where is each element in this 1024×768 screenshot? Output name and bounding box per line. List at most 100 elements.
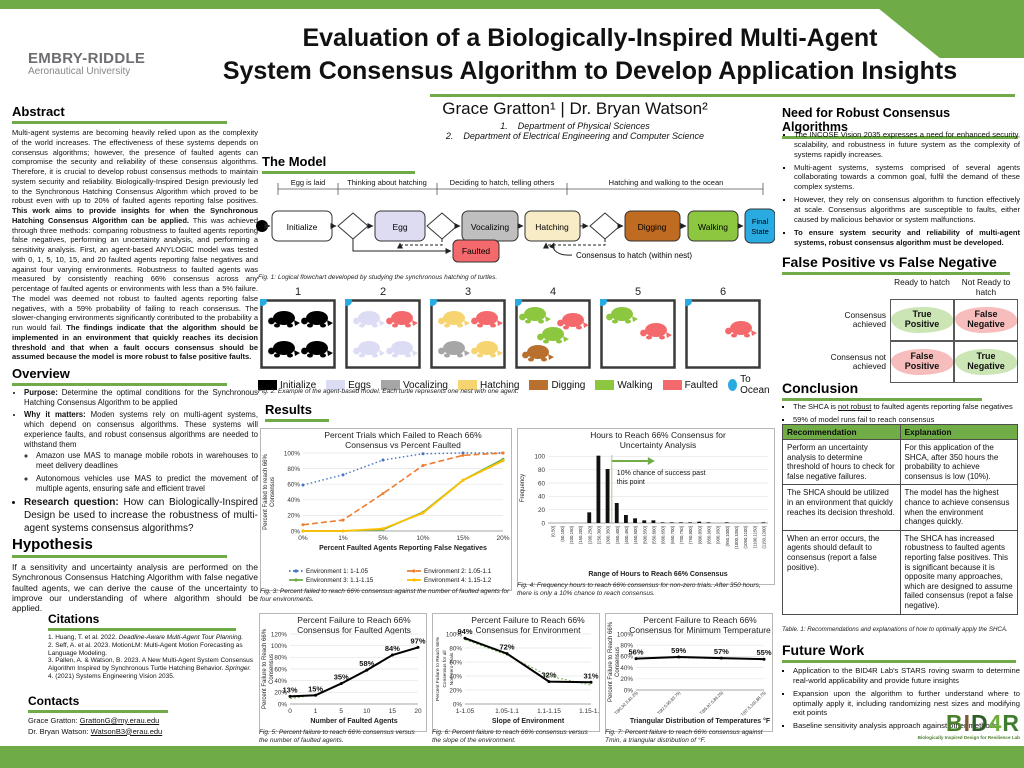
state-egg: Egg	[392, 222, 407, 232]
fpfn-matrix: Ready to hatch Not Ready to hatch Consen…	[810, 277, 1018, 384]
fpfn-cell-tp: True Positive	[890, 299, 954, 342]
overview-bullet: Why it matters: Moden systems rely on mu…	[24, 410, 258, 493]
svg-text:Percent Trials which Failed to: Percent Trials which Failed to Reach 66%	[324, 430, 482, 440]
svg-text:(450,500]: (450,500]	[633, 526, 638, 544]
model-heading: The Model	[262, 154, 415, 174]
fig2-legend-item: Walking	[595, 380, 653, 391]
svg-text:55%: 55%	[756, 648, 771, 657]
svg-text:Consensus vs Percent Faulted: Consensus vs Percent Faulted	[345, 440, 461, 450]
fig6-caption: Fig. 6: Percent failure to reach 66% con…	[432, 729, 588, 745]
contacts-block: Grace Gratton: GrattonG@my.erau.edu Dr. …	[28, 716, 258, 737]
results-heading: Results	[265, 402, 329, 422]
need-bullet: The INCOSE Vision 2035 expresses a need …	[794, 130, 1020, 160]
conclusion-bullet: The SHCA is not robust to faulted agents…	[793, 402, 1020, 412]
table-header-explanation: Explanation	[899, 424, 1018, 440]
fig2-caption: Fig. 2: Example of the agent-based model…	[258, 388, 519, 395]
svg-text:(400,450]: (400,450]	[624, 526, 629, 544]
svg-text:Range of Hours to Reach 66% Co: Range of Hours to Reach 66% Consensus	[588, 571, 727, 578]
bid4r-logo: BID4R Biologically Inspired Design for R…	[880, 712, 1020, 741]
svg-text:Consensus for Faulted Agents: Consensus for Faulted Agents	[297, 625, 411, 635]
fig3-caption: Fig. 3: Percent failed to reach 66% cons…	[260, 588, 510, 604]
svg-text:(650,700]: (650,700]	[670, 526, 675, 544]
svg-text:Triangular Distribution of Tem: Triangular Distribution of Temperatures …	[630, 717, 771, 725]
abstract-body: Multi-agent systems are becoming heavily…	[12, 128, 258, 362]
future-bullet: Application to the BID4R Lab's STARS rov…	[793, 666, 1020, 686]
svg-text:0%: 0%	[624, 687, 634, 694]
conclusion-bullet: 59% of model runs fail to reach consensu…	[793, 415, 1020, 425]
phase-label: Deciding to hatch, telling others	[450, 178, 555, 187]
svg-text:57%: 57%	[714, 647, 729, 656]
svg-text:40%: 40%	[449, 673, 462, 680]
svg-text:84%: 84%	[385, 644, 400, 653]
svg-text:97%: 97%	[410, 636, 425, 645]
svg-text:5%: 5%	[378, 535, 388, 542]
svg-text:1.1-1.15: 1.1-1.15	[537, 708, 561, 715]
svg-text:0: 0	[288, 708, 292, 715]
svg-text:0%: 0%	[278, 701, 288, 708]
svg-text:Number of Faulted Agents: Number of Faulted Agents	[310, 718, 397, 725]
fpfn-heading: False Positive vs False Negative	[782, 254, 1010, 275]
fig2-legend-item: Faulted	[662, 380, 718, 391]
university-logo-name: EMBRY-RIDDLE	[28, 50, 146, 67]
svg-text:this point: this point	[617, 479, 645, 486]
future-body: Application to the BID4R Lab's STARS rov…	[782, 666, 1020, 734]
fig2-legend-item: Eggs	[326, 380, 371, 391]
svg-text:20%: 20%	[496, 535, 509, 542]
contacts-heading: Contacts	[28, 694, 168, 713]
svg-text:80%: 80%	[274, 655, 287, 662]
phase-label: Thinking about hatching	[347, 178, 427, 187]
fig2-legend: Initialize Eggs Vocalizing Hatching Digging W…	[258, 374, 773, 396]
svg-text:Percent Failure to Reach 66%: Percent Failure to Reach 66%	[643, 615, 757, 625]
citation: 3. Pallen, A. & Watson, B. 2023. A New M…	[48, 657, 253, 673]
overview-body: Purpose: Determine the optimal condition…	[12, 388, 258, 538]
svg-text:5: 5	[339, 708, 343, 715]
conclusion-heading: Conclusion	[782, 380, 982, 401]
email-link-watson[interactable]: WatsonB3@erau.edu	[90, 726, 163, 736]
svg-text:(350,400]: (350,400]	[615, 526, 620, 544]
fig2-panel: 6	[682, 286, 761, 374]
overview-heading: Overview	[12, 366, 227, 386]
email-link-gratton[interactable]: GrattonG@my.erau.edu	[79, 716, 160, 725]
affiliation-1: 1. Department of Physical Sciences	[500, 121, 650, 131]
svg-text:(0,50]: (0,50]	[551, 526, 556, 537]
svg-text:Consensus: Consensus	[270, 477, 276, 507]
fig4-chart: Hours to Reach 66% Consensus for Uncertai…	[517, 428, 775, 585]
svg-text:Percent Failure to Reach 66%: Percent Failure to Reach 66%	[262, 628, 268, 709]
hypothesis-body: If a sensitivity and uncertainty analysi…	[12, 562, 258, 614]
svg-text:Frequency: Frequency	[520, 474, 526, 502]
svg-text:Percent Failure to Reach 66%: Percent Failure to Reach 66%	[608, 621, 614, 702]
svg-text:31%: 31%	[583, 671, 598, 680]
overview-bullet: Purpose: Determine the optimal condition…	[24, 388, 258, 407]
abstract-b1: This work aims to provide insights for w…	[12, 206, 258, 225]
svg-text:Environment 3: 1.1-1.15: Environment 3: 1.1-1.15	[306, 577, 374, 584]
fig5-chart: Percent Failure to Reach 66% Consensus fo…	[259, 613, 427, 732]
citation: 2. Seff, A. et al. 2023. MotionLM: Multi…	[48, 641, 243, 657]
svg-text:80%: 80%	[620, 643, 633, 650]
svg-text:60%: 60%	[449, 659, 462, 666]
table-header-recommendation: Recommendation	[782, 424, 901, 440]
fig3-chart: Percent Trials which Failed to Reach 66%…	[260, 428, 512, 591]
fpfn-col-header: Ready to hatch	[894, 277, 950, 287]
svg-text:20%: 20%	[620, 676, 633, 683]
svg-text:(700,750]: (700,750]	[679, 526, 684, 544]
need-heading: Need for Robust Consensus Algorithms	[782, 106, 1018, 139]
svg-text:20%: 20%	[274, 690, 287, 697]
fig2-legend-item: Digging	[529, 380, 585, 391]
svg-text:20%: 20%	[449, 687, 462, 694]
contact-line: Dr. Bryan Watson: WatsonB3@erau.edu	[28, 726, 163, 736]
fpfn-col-header: Not Ready to hatch	[961, 277, 1011, 297]
svg-text:40%: 40%	[620, 665, 633, 672]
fig7-chart: Percent Failure to Reach 66% Consensus fo…	[605, 613, 773, 732]
table1-caption: Table. 1: Recommendations and explanatio…	[782, 626, 1008, 633]
svg-text:60%: 60%	[287, 482, 300, 489]
svg-text:Percent Failure to Reach 66%: Percent Failure to Reach 66%	[297, 615, 411, 625]
svg-text:0: 0	[541, 520, 545, 527]
svg-text:80: 80	[538, 467, 546, 474]
svg-text:(950,1000]: (950,1000]	[725, 526, 730, 547]
svg-text:(100,150]: (100,150]	[569, 526, 574, 544]
fpfn-row-header: Consensus not achieved	[830, 351, 886, 372]
svg-text:15%: 15%	[308, 684, 323, 693]
svg-text:56%: 56%	[628, 648, 643, 657]
svg-text:(1000,1050]: (1000,1050]	[734, 526, 739, 549]
state-final-line1: Final	[752, 217, 769, 226]
